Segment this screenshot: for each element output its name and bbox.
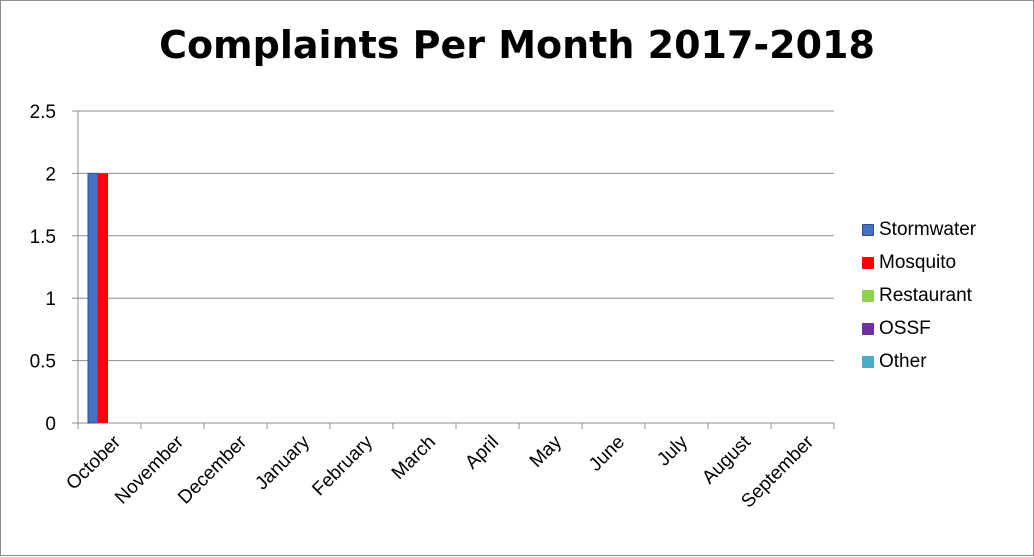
- x-tick-label: August: [698, 431, 755, 488]
- x-tick-label: December: [174, 431, 251, 508]
- legend-item: OSSF: [862, 318, 1032, 340]
- x-tick-label: January: [251, 431, 314, 494]
- bar-mosquito: [98, 173, 108, 423]
- legend-label: OSSF: [879, 318, 931, 339]
- legend-item: Mosquito: [862, 252, 1032, 274]
- chart-title: Complaints Per Month 2017-2018: [159, 23, 875, 67]
- legend-swatch: [862, 257, 874, 269]
- x-tick-label: February: [308, 431, 377, 500]
- y-tick-label: 2.5: [30, 102, 56, 123]
- legend-item: Stormwater: [862, 219, 1032, 241]
- y-tick-label: 0: [45, 414, 56, 435]
- x-tick-label: March: [388, 432, 440, 484]
- legend-swatch: [862, 323, 874, 335]
- bar-stormwater: [87, 172, 99, 424]
- x-tick-label: July: [653, 431, 692, 470]
- legend-label: Restaurant: [879, 285, 972, 306]
- legend-swatch: [862, 290, 874, 302]
- y-tick-label: 2: [45, 164, 56, 185]
- x-tick-label: October: [62, 431, 125, 494]
- legend-item: Restaurant: [862, 285, 1032, 307]
- x-tick-label: April: [461, 432, 503, 474]
- legend-swatch: [862, 224, 874, 236]
- y-tick-label: 0.5: [30, 352, 56, 373]
- legend-label: Mosquito: [879, 252, 957, 273]
- legend-label: Other: [879, 351, 927, 372]
- chart-legend: Stormwater Mosquito Restaurant OSSF Other: [862, 219, 1032, 384]
- legend-item: Other: [862, 351, 1032, 373]
- y-tick-label: 1: [45, 289, 56, 310]
- x-tick-label: June: [585, 432, 629, 476]
- x-tick-label: May: [526, 431, 567, 472]
- legend-label: Stormwater: [879, 219, 977, 240]
- legend-swatch: [862, 356, 874, 368]
- y-tick-label: 1.5: [30, 227, 56, 248]
